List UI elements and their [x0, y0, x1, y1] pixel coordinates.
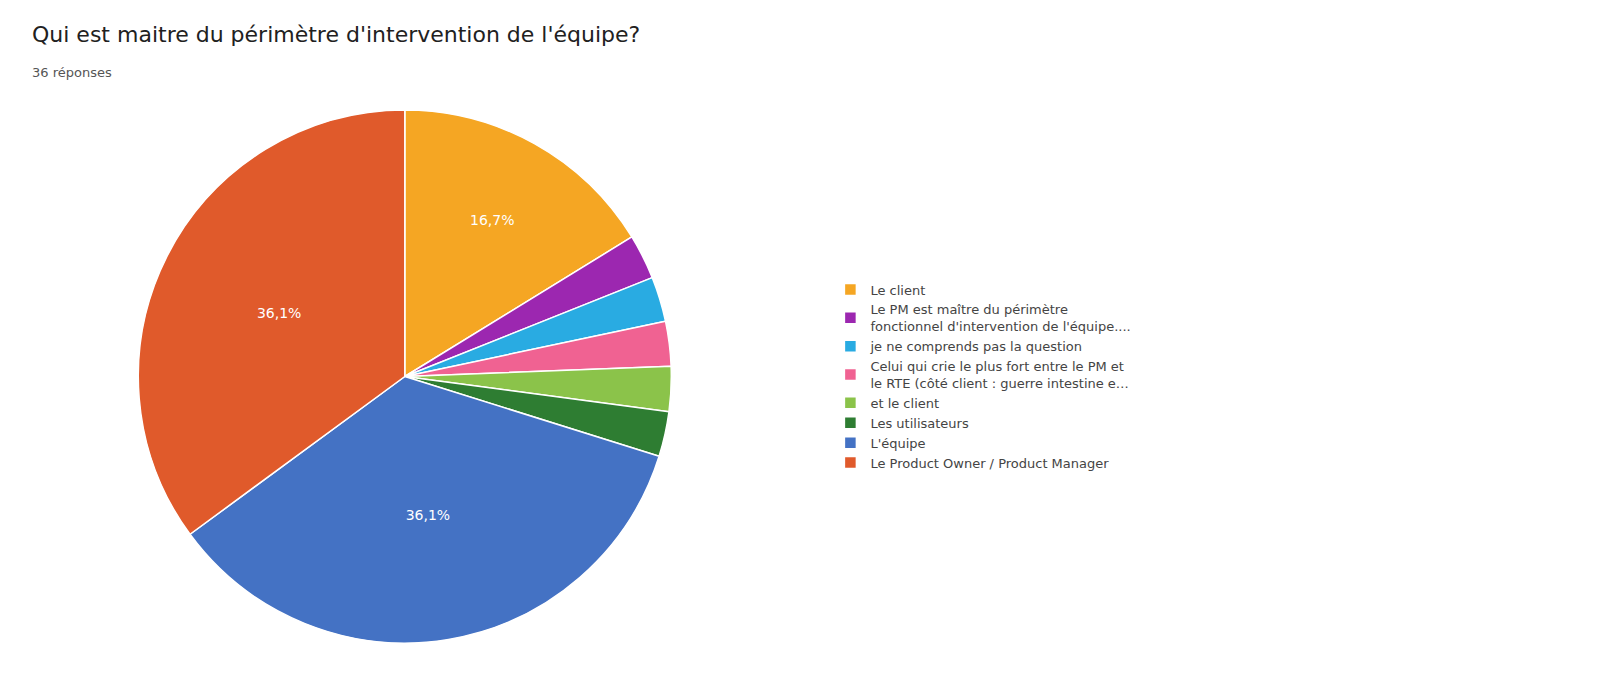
svg-text:Qui est maitre du périmètre d': Qui est maitre du périmètre d'interventi… [32, 22, 640, 47]
svg-text:Le PM est maître du périmètref: Le PM est maître du périmètrefonctionnel… [870, 302, 1130, 334]
svg-text:16,7%: 16,7% [470, 212, 514, 228]
svg-text:et le client: et le client [870, 396, 939, 411]
svg-text:Le Product Owner / Product Man: Le Product Owner / Product Manager [870, 456, 1109, 471]
svg-text:Celui qui crie le plus fort en: Celui qui crie le plus fort entre le PM … [870, 359, 1128, 391]
svg-text:je ne comprends pas la questio: je ne comprends pas la question [869, 339, 1082, 354]
svg-text:L'équipe: L'équipe [870, 436, 925, 451]
svg-text:36,1%: 36,1% [406, 507, 450, 523]
svg-text:36 réponses: 36 réponses [32, 65, 112, 80]
svg-text:Les utilisateurs: Les utilisateurs [870, 416, 969, 431]
svg-text:Le client: Le client [870, 283, 925, 298]
svg-text:36,1%: 36,1% [257, 305, 301, 321]
